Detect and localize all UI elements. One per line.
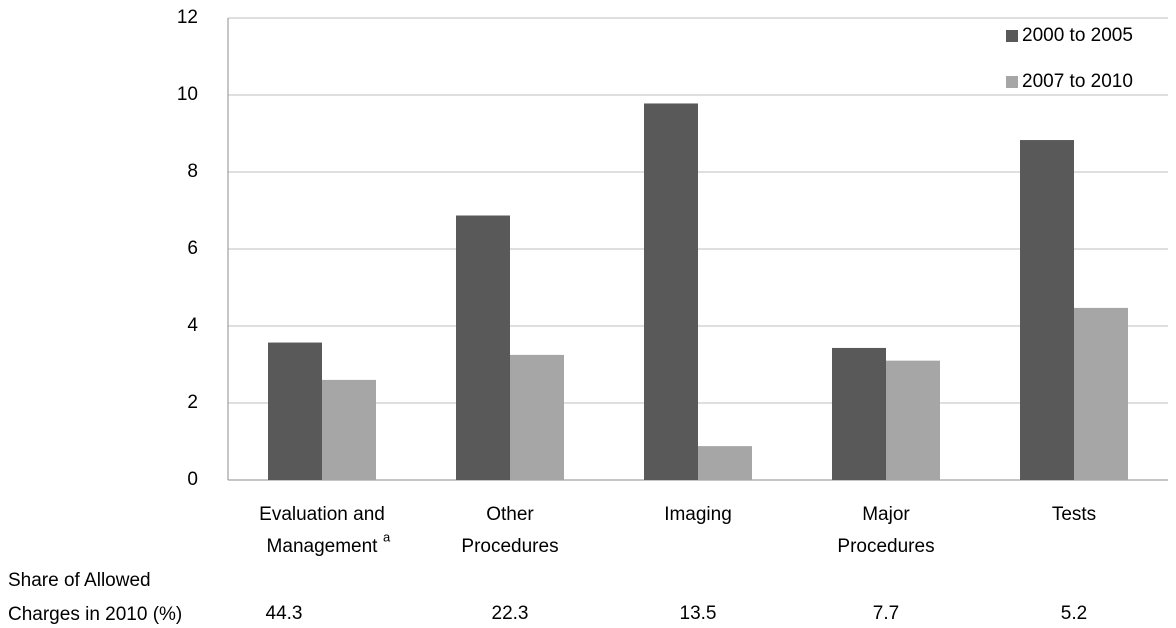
share-value: 13.5 xyxy=(680,603,717,624)
bar xyxy=(644,103,698,480)
x-tick-label: Other Procedures xyxy=(461,504,558,557)
bar xyxy=(698,446,752,480)
share-value: 5.2 xyxy=(1061,603,1087,624)
bar xyxy=(1020,140,1074,481)
bar xyxy=(322,379,376,480)
legend-swatch xyxy=(1006,30,1018,42)
y-tick-label: 2 xyxy=(187,392,198,413)
share-value: 44.3 xyxy=(266,603,303,624)
legend-label: 2007 to 2010 xyxy=(1022,71,1133,92)
bar xyxy=(1074,307,1128,480)
y-tick-label: 4 xyxy=(187,315,198,336)
bar xyxy=(456,215,510,480)
legend-swatch xyxy=(1006,76,1018,88)
footnote-marker: a xyxy=(383,529,391,544)
legend-label: 2000 to 2005 xyxy=(1022,25,1133,46)
x-tick-label: Major Procedures xyxy=(837,504,934,557)
bar xyxy=(268,342,322,480)
bar xyxy=(886,360,940,480)
y-tick-label: 6 xyxy=(187,238,198,259)
y-tick-label: 10 xyxy=(177,84,198,105)
x-tick-label: Tests xyxy=(1052,504,1096,525)
x-tick-label: Imaging xyxy=(664,504,732,525)
y-tick-label: 0 xyxy=(187,469,198,490)
y-tick-label: 8 xyxy=(187,161,198,182)
share-value: 7.7 xyxy=(873,603,899,624)
y-tick-label: 12 xyxy=(177,7,198,28)
bar xyxy=(510,354,564,480)
x-tick-label: Evaluation and Management xyxy=(259,504,385,557)
share-label: Share of Allowed Charges in 2010 (%) xyxy=(8,570,182,625)
share-value: 22.3 xyxy=(492,603,529,624)
bar xyxy=(832,347,886,480)
